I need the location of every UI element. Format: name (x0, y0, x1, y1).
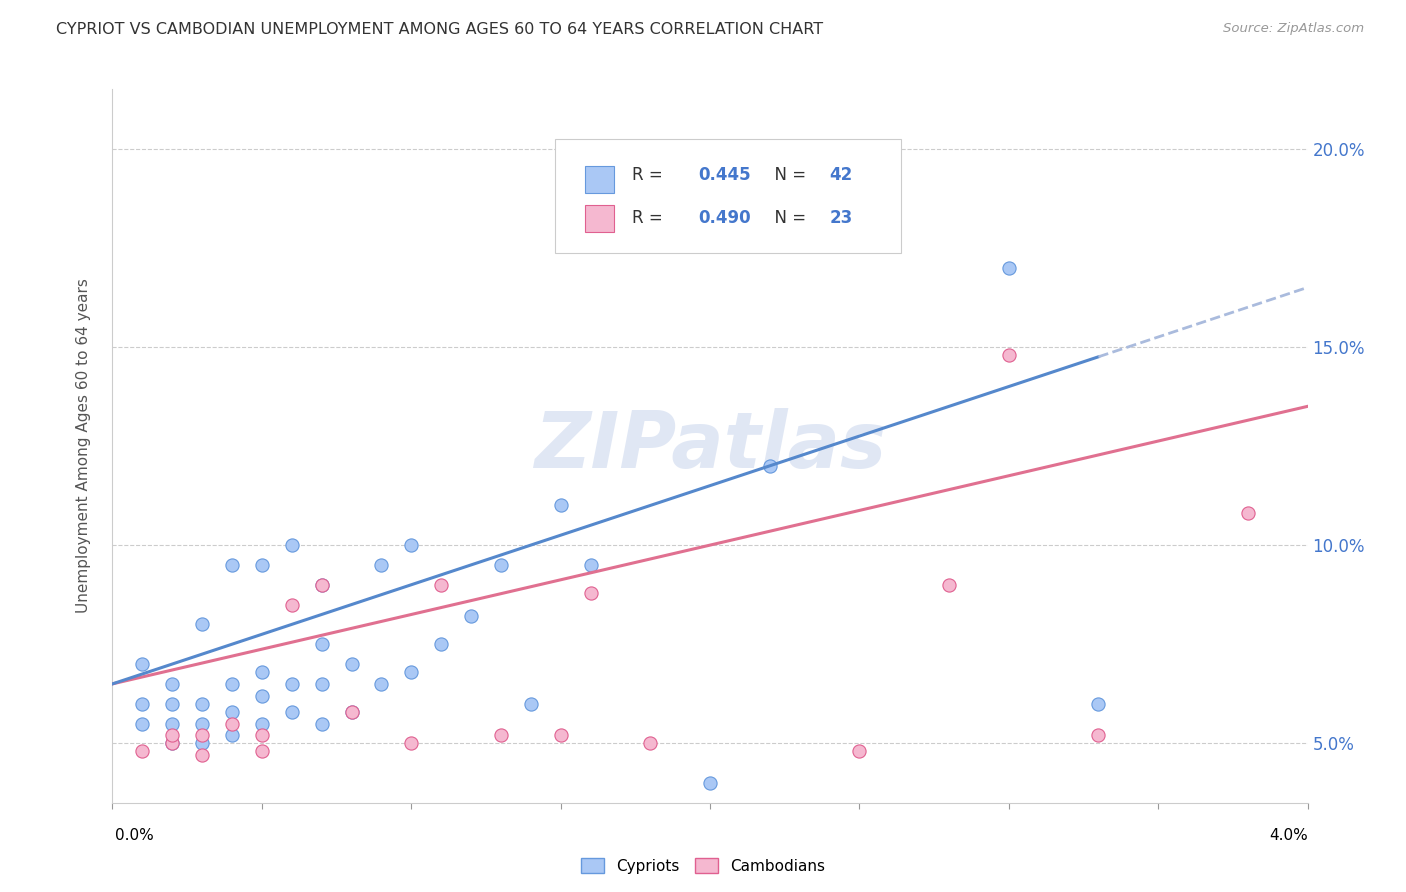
Point (638, 736, 661, 750)
Point (938, 578, 960, 592)
Point (401, 665, 423, 679)
Point (460, 609, 482, 624)
Point (311, 637, 333, 651)
Point (221, 677, 243, 691)
Point (250, 558, 273, 572)
Point (997, 348, 1019, 362)
Point (162, 677, 183, 691)
Text: 0.490: 0.490 (697, 209, 751, 227)
Point (699, 221, 721, 235)
FancyBboxPatch shape (585, 205, 614, 232)
Point (401, 736, 423, 750)
Point (281, 598, 304, 612)
Point (221, 558, 243, 572)
Point (550, 499, 572, 513)
Point (281, 705, 304, 719)
Point (162, 716, 183, 731)
Point (162, 736, 183, 750)
Point (191, 617, 214, 632)
Point (489, 558, 512, 572)
Point (250, 716, 273, 731)
Point (191, 736, 214, 750)
Point (520, 697, 543, 711)
Point (162, 736, 183, 750)
Point (699, 776, 721, 790)
Point (311, 578, 333, 592)
Point (848, 744, 870, 758)
Point (191, 716, 214, 731)
Point (1087, 728, 1109, 742)
Point (221, 716, 243, 731)
Text: 0.0%: 0.0% (115, 828, 155, 843)
Point (550, 728, 572, 742)
Y-axis label: Unemployment Among Ages 60 to 64 years: Unemployment Among Ages 60 to 64 years (76, 278, 91, 614)
Point (340, 705, 363, 719)
Point (281, 677, 304, 691)
Point (340, 657, 363, 671)
Point (340, 705, 363, 719)
Text: 42: 42 (830, 166, 853, 184)
FancyBboxPatch shape (585, 166, 614, 193)
Point (311, 716, 333, 731)
Point (131, 657, 153, 671)
Point (221, 705, 243, 719)
Point (221, 728, 243, 742)
Text: ZIPatlas: ZIPatlas (534, 408, 886, 484)
Point (162, 728, 183, 742)
Text: Source: ZipAtlas.com: Source: ZipAtlas.com (1223, 22, 1364, 36)
Point (579, 585, 602, 599)
Point (191, 748, 214, 763)
Point (191, 697, 214, 711)
Point (131, 744, 153, 758)
Text: CYPRIOT VS CAMBODIAN UNEMPLOYMENT AMONG AGES 60 TO 64 YEARS CORRELATION CHART: CYPRIOT VS CAMBODIAN UNEMPLOYMENT AMONG … (56, 22, 824, 37)
Point (250, 665, 273, 679)
Point (131, 697, 153, 711)
Legend: Cypriots, Cambodians: Cypriots, Cambodians (575, 852, 831, 880)
Point (1237, 507, 1260, 521)
Point (997, 260, 1019, 275)
Text: 23: 23 (830, 209, 853, 227)
Point (191, 728, 214, 742)
Point (131, 716, 153, 731)
Point (162, 697, 183, 711)
Point (758, 458, 780, 473)
Point (489, 728, 512, 742)
Text: R =: R = (633, 209, 668, 227)
Point (370, 677, 392, 691)
Point (1087, 697, 1109, 711)
Point (401, 538, 423, 552)
Point (430, 637, 453, 651)
Text: N =: N = (763, 166, 811, 184)
Point (311, 578, 333, 592)
Point (250, 728, 273, 742)
Text: 0.445: 0.445 (697, 166, 751, 184)
Point (250, 744, 273, 758)
Point (281, 538, 304, 552)
Point (579, 558, 602, 572)
FancyBboxPatch shape (554, 139, 901, 253)
Point (430, 578, 453, 592)
Text: N =: N = (763, 209, 811, 227)
Point (370, 558, 392, 572)
Text: R =: R = (633, 166, 668, 184)
Point (250, 689, 273, 703)
Point (311, 677, 333, 691)
Text: 4.0%: 4.0% (1268, 828, 1308, 843)
